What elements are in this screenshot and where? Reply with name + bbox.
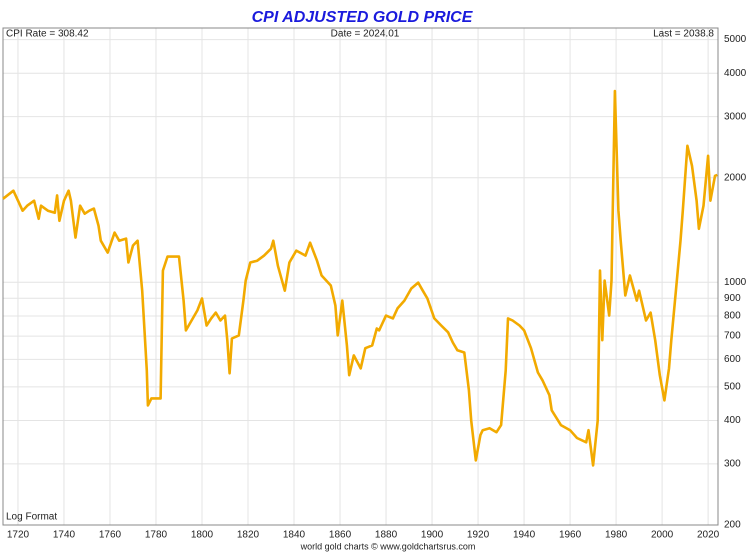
x-tick-label: 1900 [421,530,444,541]
x-tick-label: 1940 [513,530,536,541]
x-tick-label: 1860 [329,530,352,541]
x-tick-label: 1740 [53,530,76,541]
x-tick-label: 1820 [237,530,260,541]
y-tick-label: 800 [724,311,741,322]
x-tick-label: 1800 [191,530,214,541]
y-tick-label: 4000 [724,68,747,79]
chart-title: CPI ADJUSTED GOLD PRICE [252,9,474,26]
x-tick-label: 1780 [145,530,168,541]
x-tick-label: 2000 [651,530,674,541]
y-tick-label: 2000 [724,172,747,183]
x-tick-label: 1720 [7,530,30,541]
y-tick-label: 400 [724,415,741,426]
scale-note: Log Format [6,512,57,523]
plot-frame [2,27,719,526]
price-line [2,89,718,467]
x-tick-label: 2020 [697,530,720,541]
x-tick-label: 1840 [283,530,306,541]
x-tick-label: 1880 [375,530,398,541]
y-tick-label: 200 [724,520,741,531]
y-tick-label: 300 [724,458,741,469]
grid [3,28,718,526]
date: Date = 2024.01 [331,29,400,40]
y-tick-label: 700 [724,331,741,342]
x-tick-label: 1980 [605,530,628,541]
y-tick-label: 5000 [724,34,747,45]
x-tick-label: 1960 [559,530,582,541]
source: world gold charts © www.goldchartsrus.co… [300,541,476,551]
y-tick-label: 600 [724,354,741,365]
y-tick-label: 900 [724,293,741,304]
y-tick-label: 1000 [724,277,747,288]
last-value: Last = 2038.8 [653,29,714,40]
x-tick-label: 1920 [467,530,490,541]
cpi-rate: CPI Rate = 308.42 [6,29,89,40]
y-tick-label: 3000 [724,111,747,122]
x-tick-label: 1760 [99,530,122,541]
y-tick-label: 500 [724,381,741,392]
